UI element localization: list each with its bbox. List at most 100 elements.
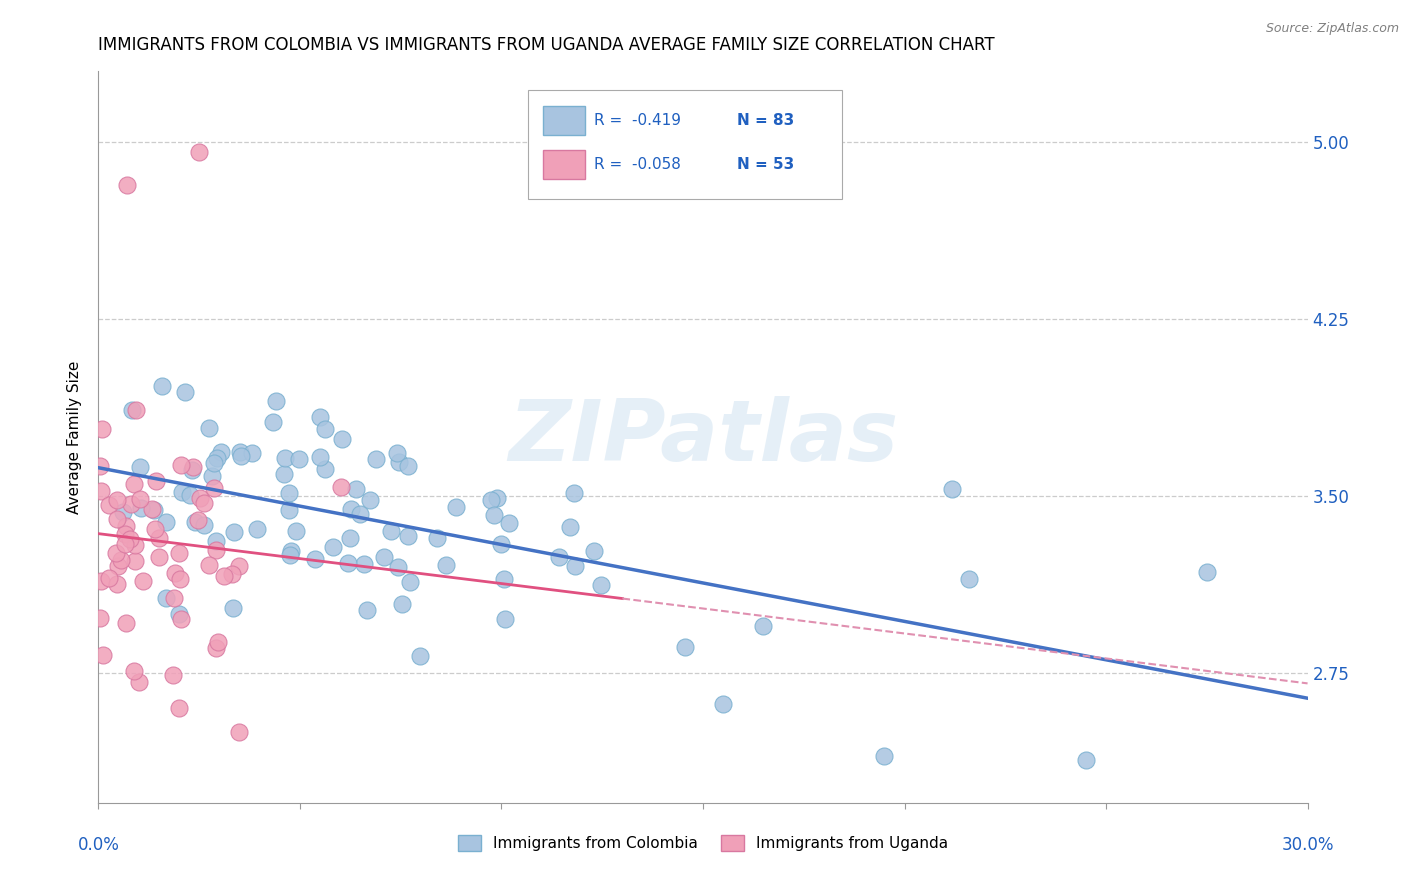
Text: ZIPatlas: ZIPatlas <box>508 395 898 479</box>
Point <box>340 501 363 516</box>
Point <box>396 459 419 474</box>
Point <box>143 503 166 517</box>
FancyBboxPatch shape <box>543 106 585 135</box>
Point <box>167 607 190 622</box>
Point <box>110 553 132 567</box>
Point <box>711 697 734 711</box>
Point <box>179 488 201 502</box>
Point <box>591 578 613 592</box>
Point <box>398 575 420 590</box>
Point <box>751 618 773 632</box>
Point <box>201 469 224 483</box>
Point <box>122 665 145 679</box>
Point <box>228 558 250 573</box>
Point <box>349 507 371 521</box>
Point <box>957 572 980 586</box>
Point <box>167 546 190 560</box>
Point <box>162 591 184 606</box>
Text: R =  -0.419: R = -0.419 <box>595 113 681 128</box>
Point <box>190 491 212 505</box>
Point <box>198 558 221 572</box>
Point <box>309 450 332 465</box>
Point <box>115 615 138 630</box>
Point <box>205 450 228 465</box>
Point <box>489 537 512 551</box>
Point <box>105 492 128 507</box>
Point <box>309 409 332 424</box>
Point <box>314 422 336 436</box>
Point <box>564 559 586 574</box>
Point <box>288 451 311 466</box>
Point <box>104 546 127 560</box>
Point <box>264 394 287 409</box>
Point <box>498 516 520 530</box>
Point <box>673 640 696 654</box>
Point <box>481 493 503 508</box>
Point <box>582 544 605 558</box>
Legend: Immigrants from Colombia, Immigrants from Uganda: Immigrants from Colombia, Immigrants fro… <box>451 830 955 857</box>
Point <box>193 496 215 510</box>
Point <box>562 485 585 500</box>
Point <box>353 558 375 572</box>
Point <box>128 459 150 474</box>
Text: 0.0%: 0.0% <box>77 836 120 854</box>
Text: IMMIGRANTS FROM COLOMBIA VS IMMIGRANTS FROM UGANDA AVERAGE FAMILY SIZE CORRELATI: IMMIGRANTS FROM COLOMBIA VS IMMIGRANTS F… <box>98 36 995 54</box>
Point <box>873 748 896 763</box>
Point <box>221 601 243 615</box>
Point <box>170 458 193 472</box>
FancyBboxPatch shape <box>527 90 842 200</box>
Point <box>262 415 284 429</box>
Point <box>329 480 352 494</box>
Point <box>169 572 191 586</box>
Point <box>278 503 301 517</box>
Point <box>193 518 215 533</box>
Point <box>167 701 190 715</box>
Point <box>120 533 142 547</box>
Point <box>97 571 120 585</box>
Point <box>198 420 221 434</box>
Point <box>204 533 226 548</box>
Point <box>181 463 204 477</box>
Point <box>90 484 112 499</box>
Point <box>148 532 170 546</box>
Point <box>150 379 173 393</box>
Point <box>485 491 508 505</box>
Point <box>89 611 111 625</box>
Point <box>336 556 359 570</box>
Point <box>273 467 295 481</box>
Point <box>274 451 297 466</box>
Point <box>205 640 228 655</box>
Point <box>209 445 232 459</box>
Point <box>222 524 245 539</box>
Point <box>494 612 516 626</box>
Point <box>1195 565 1218 579</box>
Point <box>131 574 153 589</box>
Point <box>120 497 142 511</box>
Point <box>204 543 226 558</box>
Point <box>240 446 263 460</box>
Point <box>124 554 146 568</box>
Text: Source: ZipAtlas.com: Source: ZipAtlas.com <box>1265 22 1399 36</box>
Point <box>207 634 229 648</box>
Point <box>97 498 120 512</box>
Point <box>229 445 252 459</box>
Point <box>366 451 388 466</box>
Point <box>304 551 326 566</box>
Point <box>229 449 252 463</box>
Point <box>356 603 378 617</box>
Point <box>941 482 963 496</box>
Point <box>391 597 413 611</box>
Point <box>228 725 250 739</box>
Point <box>482 508 505 522</box>
Point <box>115 178 138 192</box>
Point <box>115 518 138 533</box>
Text: N = 53: N = 53 <box>737 157 794 172</box>
Point <box>90 574 112 589</box>
Point <box>426 531 449 545</box>
Point <box>141 501 163 516</box>
Point <box>128 674 150 689</box>
Text: N = 83: N = 83 <box>737 113 794 128</box>
Point <box>387 560 409 574</box>
Point <box>91 422 114 436</box>
Point <box>111 505 134 519</box>
